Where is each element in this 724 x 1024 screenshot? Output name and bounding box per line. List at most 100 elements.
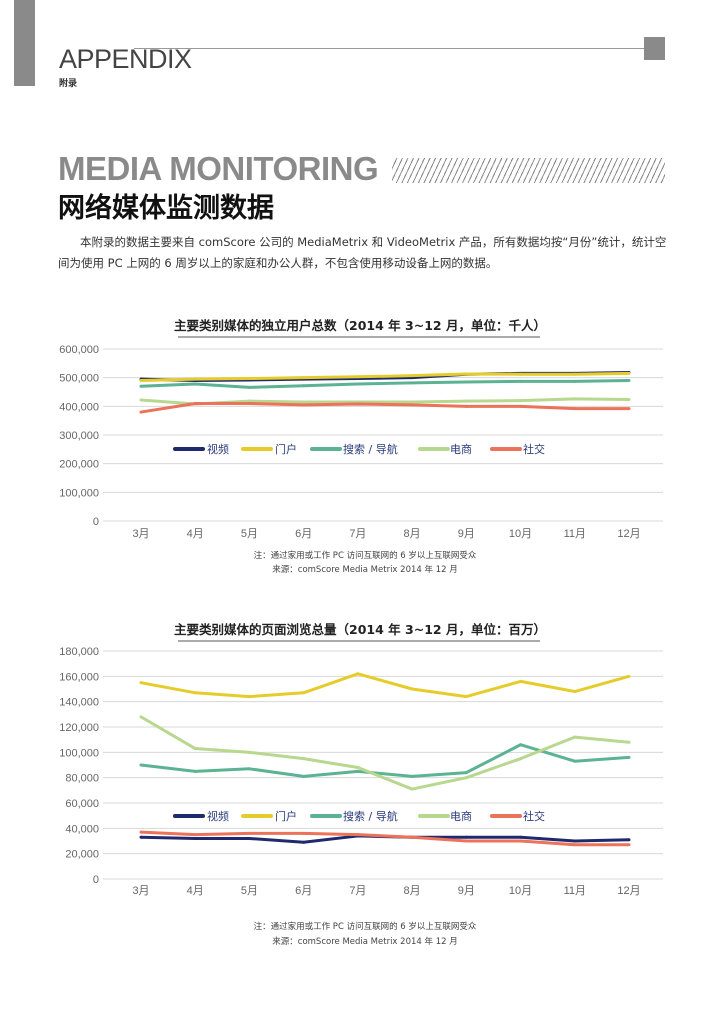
- data-point: [410, 381, 414, 385]
- data-point: [519, 379, 523, 383]
- data-point: [519, 743, 523, 747]
- data-point: [627, 407, 631, 411]
- x-tick-label: 8月: [404, 885, 421, 897]
- chart-note: 注：通过家用或工作 PC 访问互联网的 6 岁以上互联网受众: [254, 550, 477, 561]
- data-point: [519, 679, 523, 683]
- hatch-decoration: [392, 158, 665, 183]
- data-point: [627, 397, 631, 401]
- y-tick-label: 160,000: [59, 671, 99, 683]
- legend-label: 电商: [450, 809, 472, 823]
- x-tick-label: 9月: [458, 528, 475, 540]
- data-point: [573, 839, 577, 843]
- data-point: [139, 398, 143, 402]
- legend-label: 视频: [207, 442, 229, 456]
- data-point: [410, 774, 414, 778]
- chart-1: 主要类别媒体的独立用户总数（2014 年 3~12 月，单位：千人） 0 100,0…: [59, 318, 663, 575]
- data-point: [519, 839, 523, 843]
- y-tick-label: 100,000: [59, 747, 99, 759]
- data-point: [464, 771, 468, 775]
- data-point: [627, 740, 631, 744]
- data-point: [573, 843, 577, 847]
- x-tick-label: 8月: [404, 528, 421, 540]
- y-tick-label: 0: [93, 516, 99, 528]
- legend-label: 社交: [523, 809, 545, 823]
- x-tick-label: 9月: [458, 885, 475, 897]
- data-point: [247, 750, 251, 754]
- x-tick-label: 4月: [187, 885, 204, 897]
- data-point: [410, 787, 414, 791]
- data-point: [247, 377, 251, 381]
- data-point: [627, 843, 631, 847]
- y-tick-label: 100,000: [59, 487, 99, 499]
- data-point: [139, 715, 143, 719]
- data-point: [464, 776, 468, 780]
- data-point: [627, 755, 631, 759]
- data-point: [139, 835, 143, 839]
- y-tick-label: 300,000: [59, 430, 99, 442]
- x-tick-label: 6月: [295, 885, 312, 897]
- data-point: [193, 747, 197, 751]
- y-tick-label: 40,000: [65, 823, 99, 835]
- data-point: [627, 379, 631, 383]
- x-tick-label: 5月: [241, 885, 258, 897]
- section-title-cn: 附录: [59, 79, 78, 89]
- intro-paragraph: 本附录的数据主要来自 comScore 公司的 MediaMetrix 和 Vi…: [58, 235, 667, 270]
- data-point: [139, 384, 143, 388]
- y-tick-label: 400,000: [59, 401, 99, 413]
- data-point: [302, 757, 306, 761]
- data-point: [139, 681, 143, 685]
- data-point: [247, 385, 251, 389]
- data-point: [356, 833, 360, 837]
- data-point: [193, 401, 197, 405]
- y-tick-label: 140,000: [59, 697, 99, 709]
- series-line-2: [140, 379, 630, 389]
- x-tick-label: 7月: [349, 885, 366, 897]
- legend-label: 门户: [275, 442, 297, 456]
- data-point: [356, 402, 360, 406]
- legend-label: 搜索 / 导航: [343, 809, 398, 823]
- series-line-4: [140, 401, 629, 414]
- data-point: [302, 403, 306, 407]
- series-line-1: [140, 371, 630, 383]
- data-point: [302, 376, 306, 380]
- legend-label: 电商: [450, 442, 472, 456]
- data-point: [247, 695, 251, 699]
- y-tick-label: 60,000: [65, 798, 99, 810]
- series-line-4: [140, 830, 629, 847]
- chart-2: 主要类别媒体的页面浏览总量（2014 年 3~12 月，单位：百万） 0 20,00…: [59, 622, 663, 947]
- x-tick-label: 11月: [564, 528, 586, 540]
- data-point: [519, 757, 523, 761]
- legend-label: 门户: [275, 809, 297, 823]
- x-tick-label: 10月: [509, 528, 532, 540]
- x-tick-label: 4月: [187, 528, 204, 540]
- chart-note: 注：通过家用或工作 PC 访问互联网的 6 岁以上互联网受众: [254, 921, 477, 932]
- data-point: [410, 374, 414, 378]
- data-point: [302, 691, 306, 695]
- x-tick-label: 12月: [617, 528, 640, 540]
- x-tick-label: 11月: [564, 885, 586, 897]
- data-point: [519, 399, 523, 403]
- x-tick-label: 6月: [295, 528, 312, 540]
- data-point: [627, 674, 631, 678]
- data-point: [519, 372, 523, 376]
- legend-label: 搜索 / 导航: [343, 442, 398, 456]
- data-point: [573, 372, 577, 376]
- data-point: [519, 404, 523, 408]
- data-point: [302, 831, 306, 835]
- data-point: [247, 836, 251, 840]
- x-tick-label: 12月: [617, 885, 640, 897]
- data-point: [356, 382, 360, 386]
- data-point: [356, 766, 360, 770]
- data-point: [247, 401, 251, 405]
- x-tick-label: 7月: [349, 528, 366, 540]
- x-tick-label: 3月: [132, 885, 149, 897]
- x-tick-label: 3月: [132, 528, 149, 540]
- data-point: [356, 769, 360, 773]
- data-point: [464, 835, 468, 839]
- data-point: [464, 839, 468, 843]
- y-tick-label: 120,000: [59, 722, 99, 734]
- data-point: [573, 397, 577, 401]
- data-point: [464, 695, 468, 699]
- x-tick-label: 10月: [509, 885, 532, 897]
- data-point: [193, 833, 197, 837]
